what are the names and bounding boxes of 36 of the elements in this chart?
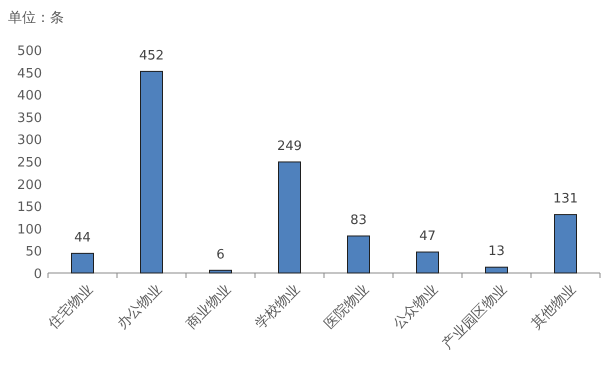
x-tick-label: 学校物业 — [252, 281, 304, 332]
bar — [347, 235, 370, 274]
bar — [278, 161, 301, 274]
y-tick-label: 100 — [17, 222, 42, 238]
y-tick-label: 250 — [17, 156, 42, 170]
data-label: 47 — [419, 229, 436, 244]
x-tick-label: 其他物业 — [528, 281, 580, 332]
y-tick-label: 400 — [17, 88, 42, 104]
x-tick-label: 办公物业 — [114, 281, 166, 332]
data-label: 131 — [553, 192, 578, 207]
bar — [485, 266, 508, 274]
y-tick-label: 450 — [17, 66, 42, 82]
y-axis-title: 单位：条 — [8, 10, 64, 26]
bar — [554, 214, 577, 274]
bar — [140, 70, 163, 274]
y-tick-label: 50 — [25, 244, 42, 260]
bar — [209, 270, 232, 274]
data-label: 83 — [350, 212, 367, 228]
x-tick-label: 产业园区物业 — [440, 281, 510, 352]
data-label: 452 — [139, 48, 164, 64]
y-tick-label: 0 — [34, 267, 42, 282]
y-tick-label: 350 — [17, 110, 42, 126]
bar — [416, 252, 439, 274]
x-tick-label: 医院物业 — [321, 281, 372, 332]
x-tick-label: 住宅物业 — [44, 281, 96, 334]
y-tick-label: 150 — [17, 200, 42, 216]
y-tick-label: 500 — [17, 44, 42, 59]
y-tick-label: 200 — [17, 178, 42, 193]
x-tick-label: 公众物业 — [390, 281, 442, 332]
data-label: 44 — [74, 230, 91, 246]
y-tick-label: 300 — [17, 133, 42, 148]
data-label: 249 — [277, 138, 302, 154]
data-label: 6 — [216, 247, 225, 262]
x-tick-label: 商业物业 — [183, 281, 234, 332]
bar — [71, 252, 94, 274]
data-label: 13 — [488, 244, 505, 260]
